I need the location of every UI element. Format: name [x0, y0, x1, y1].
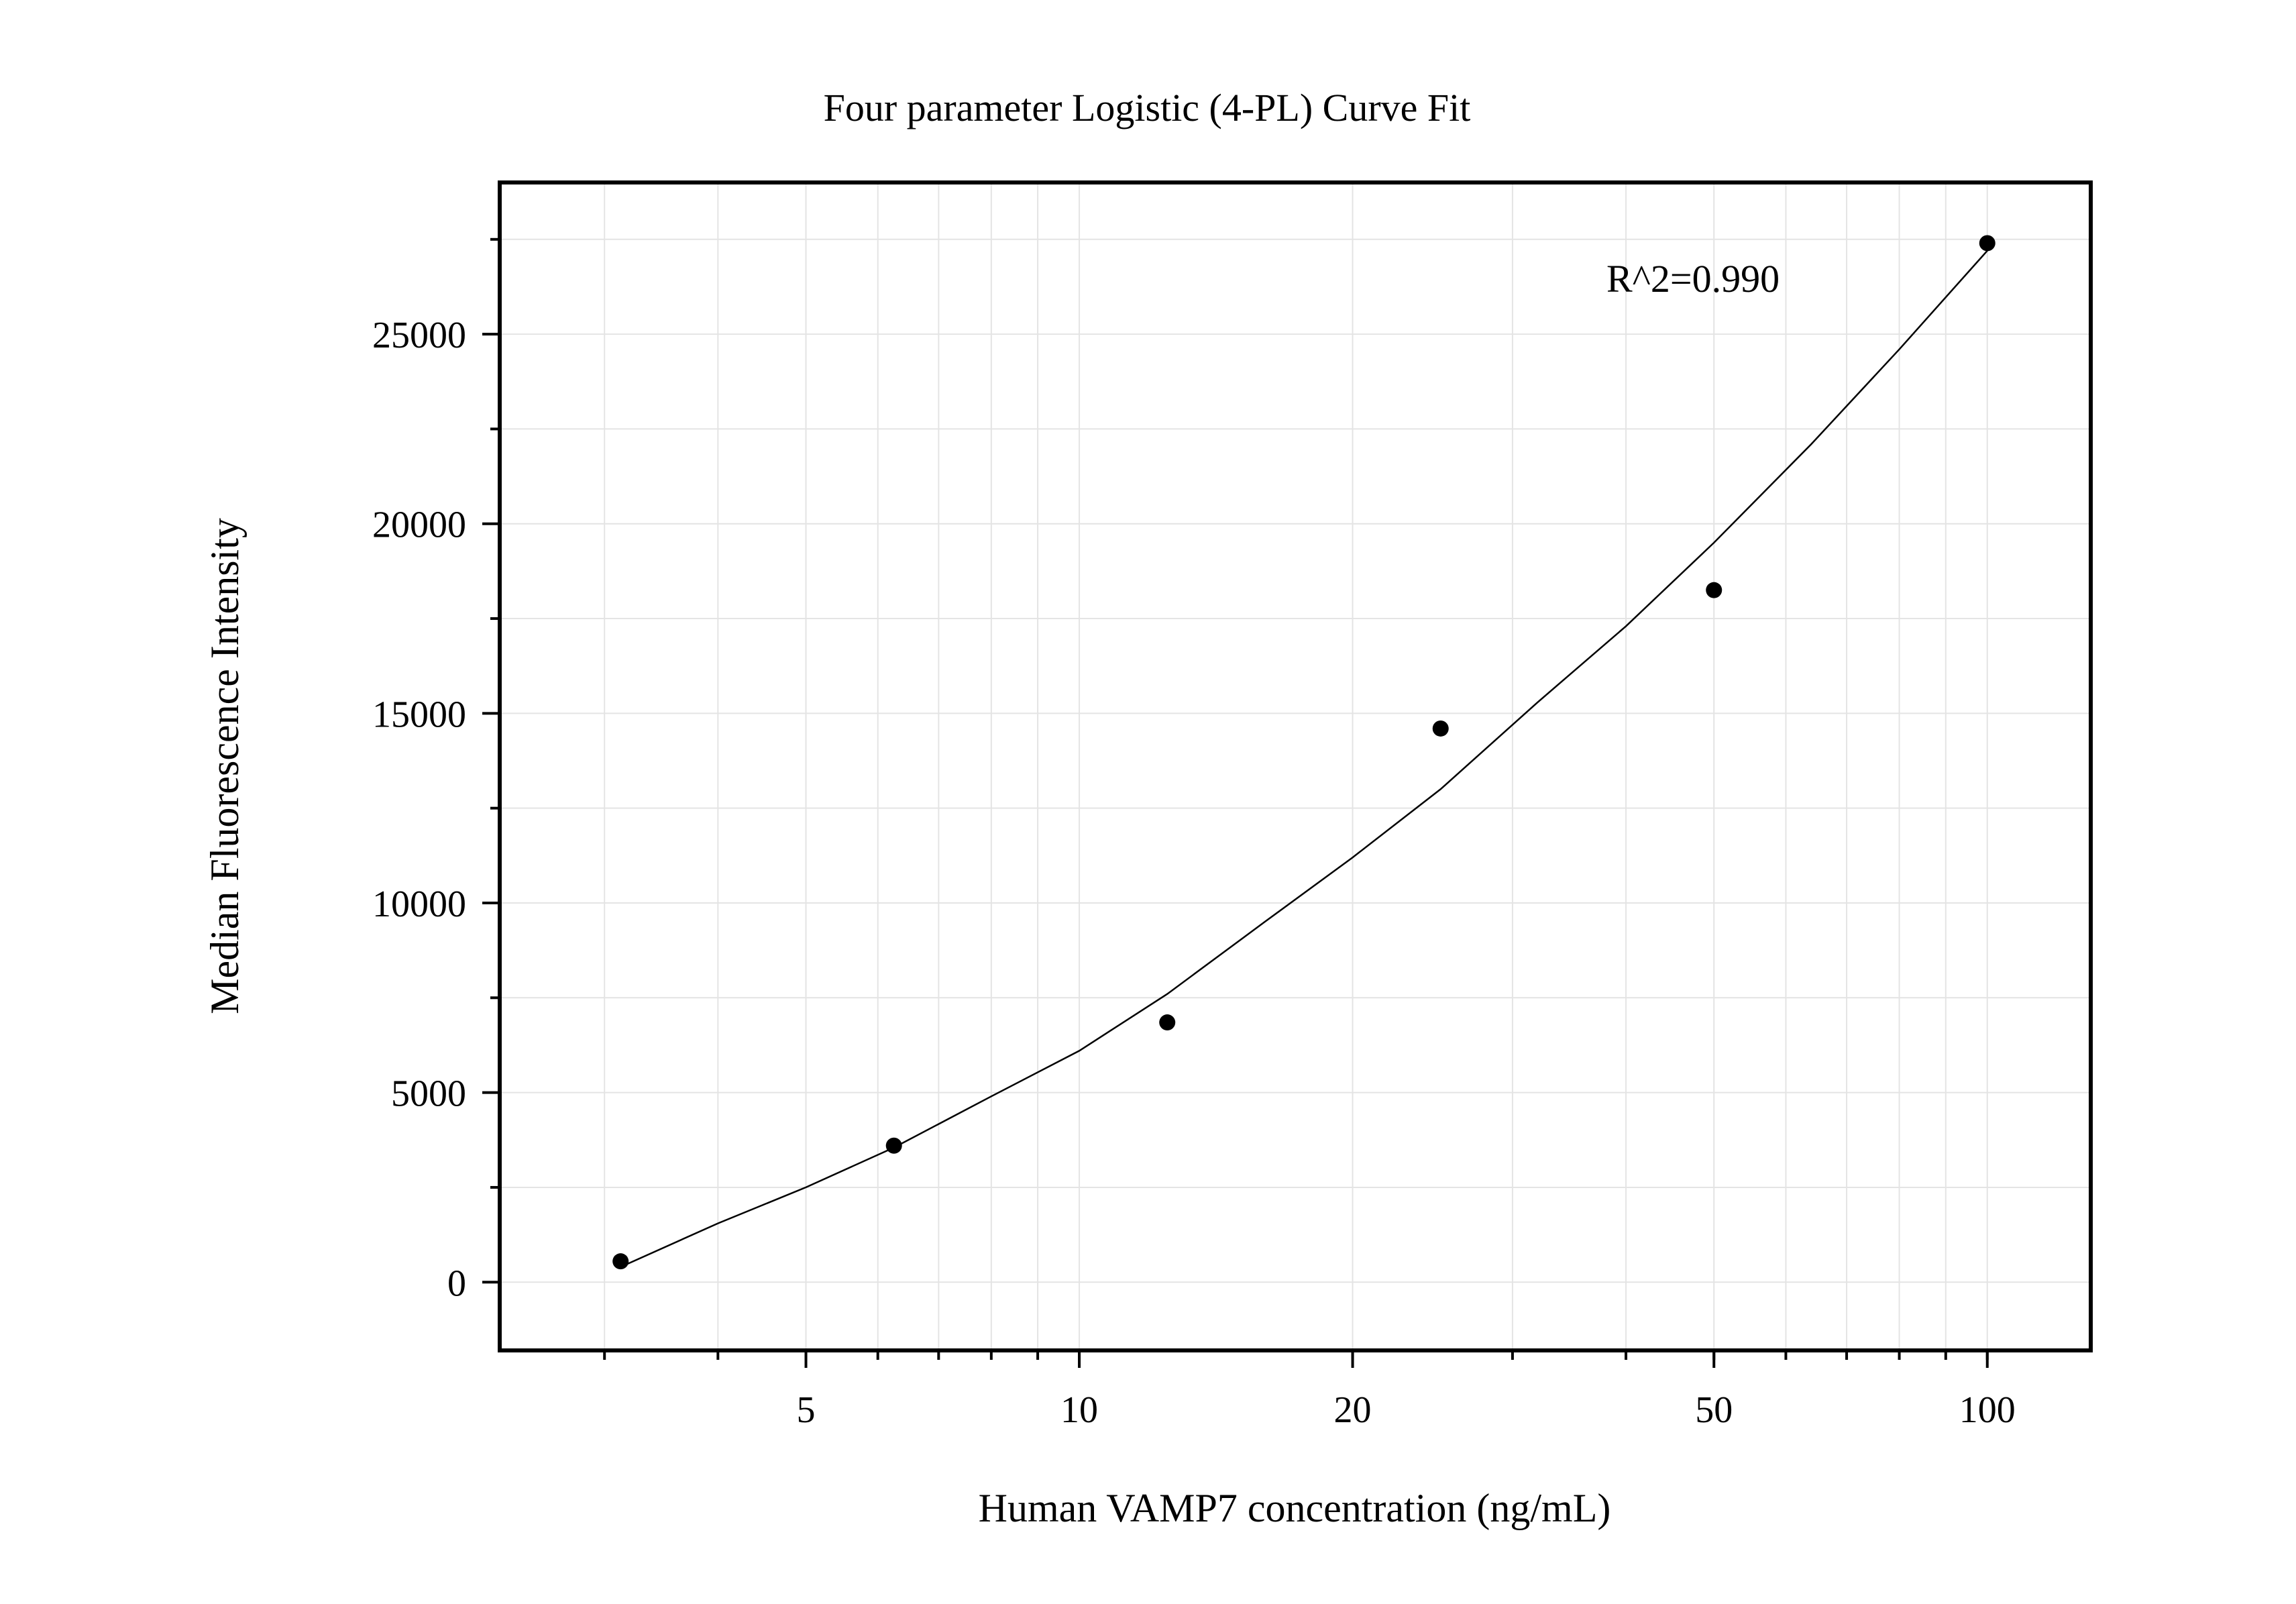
y-tick-label: 5000 — [391, 1073, 466, 1115]
data-point — [612, 1253, 629, 1270]
r-squared-annotation: R^2=0.990 — [1606, 257, 1780, 301]
data-point — [1159, 1014, 1176, 1031]
data-point — [1979, 235, 1996, 252]
plot-frame — [498, 180, 2093, 1352]
y-tick-label: 20000 — [372, 504, 466, 546]
x-tick-label: 10 — [1060, 1389, 1098, 1431]
tick-labels: 5 10 20 50 100 0 5000 10000 15000 20000 25000 — [372, 315, 2016, 1431]
chart-title: Four parameter Logistic (4-PL) Curve Fit — [824, 86, 1471, 129]
y-tick-label: 10000 — [372, 884, 466, 925]
x-tick-label: 20 — [1334, 1389, 1372, 1431]
x-tick-label: 50 — [1695, 1389, 1733, 1431]
y-axis-title: Median Fluorescence Intensity — [203, 518, 247, 1014]
data-point — [1432, 720, 1449, 737]
data-points — [612, 235, 1996, 1270]
data-point — [1706, 582, 1723, 598]
y-tick-label: 25000 — [372, 315, 466, 356]
fit-curve — [620, 250, 1988, 1268]
y-tick-label: 0 — [447, 1263, 466, 1304]
x-tick-label: 100 — [1959, 1389, 2016, 1431]
axis-ticks — [482, 237, 1989, 1368]
x-axis-title: Human VAMP7 concentration (ng/mL) — [979, 1486, 1611, 1530]
x-tick-label: 5 — [797, 1389, 816, 1431]
grid — [500, 182, 2091, 1350]
data-point — [885, 1137, 902, 1154]
y-tick-label: 15000 — [372, 694, 466, 735]
